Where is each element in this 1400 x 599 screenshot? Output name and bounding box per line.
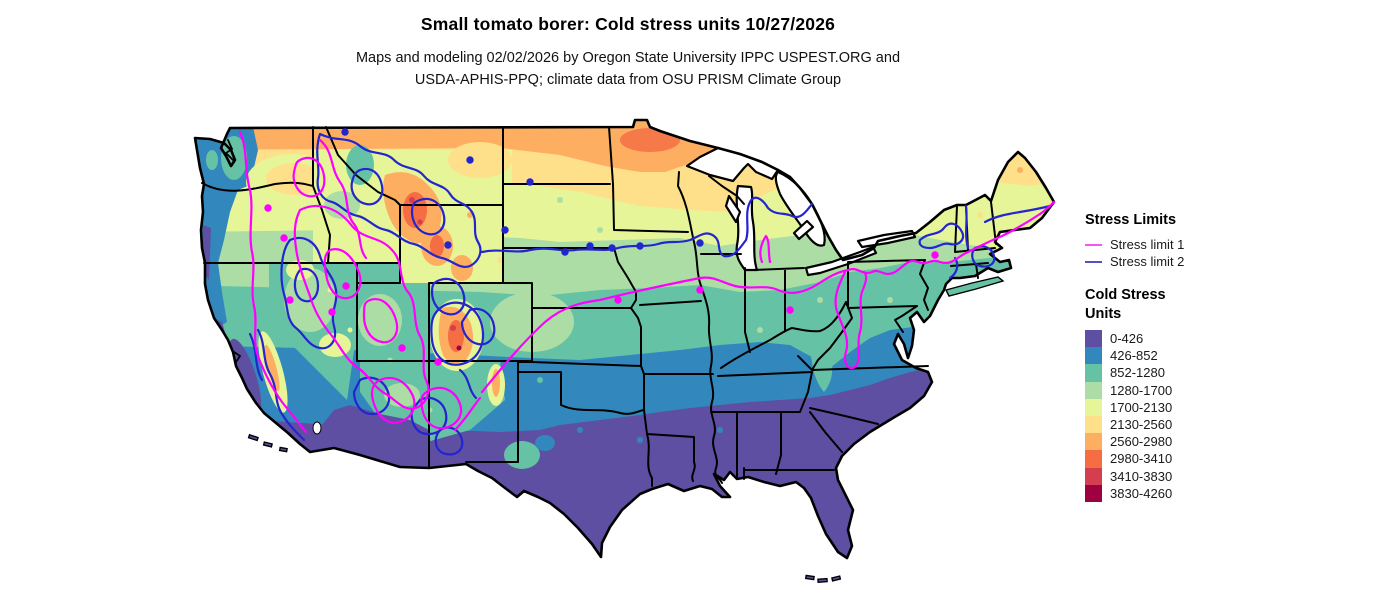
cold-stress-bin-swatch (1085, 415, 1102, 434)
cold-stress-bin-swatch (1085, 330, 1102, 348)
saginaw-bay (792, 219, 815, 241)
map-header: Small tomato borer: Cold stress units 10… (0, 14, 1256, 91)
florida-key (804, 574, 815, 581)
cold-stress-bin-label: 1700-2130 (1110, 399, 1173, 415)
us-outline (193, 118, 1056, 560)
channel-island (247, 433, 259, 442)
stress-limit-line-swatch (1085, 243, 1102, 246)
cold-stress-bin-row: 3410-3830 (1085, 467, 1335, 485)
cold-stress-bin-row: 1700-2130 (1085, 398, 1335, 416)
puget-sound (224, 139, 235, 162)
stress-limit-row: Stress limit 2 (1085, 253, 1335, 270)
coastal-details (224, 139, 242, 363)
cold-stress-bin-label: 852-1280 (1110, 365, 1165, 381)
cold-stress-bin-label: 3410-3830 (1110, 468, 1173, 484)
long-island (944, 276, 1005, 297)
cold-stress-bin-swatch (1085, 398, 1102, 416)
stress-limits-heading: Stress Limits (1085, 212, 1177, 228)
cold-stress-bin-swatch (1085, 364, 1102, 382)
cold-stress-bin-label: 1280-1700 (1110, 382, 1173, 398)
state-borders (201, 126, 997, 487)
cold-stress-bin-row: 2130-2560 (1085, 415, 1335, 434)
cold-stress-bin-row: 2560-2980 (1085, 433, 1335, 451)
page-subtitle: Maps and modeling 02/02/2026 by Oregon S… (0, 47, 1256, 91)
map-legend: Stress Limits Stress limit 1 Stress limit… (1085, 212, 1335, 502)
cold-stress-bin-label: 0-426 (1110, 331, 1144, 347)
green-bay (724, 194, 742, 224)
stress-limit-row: Stress limit 1 (1085, 236, 1335, 253)
stress-limit-entries: Stress limit 1 Stress limit 2 (1085, 236, 1335, 270)
cold-stress-bin-row: 1280-1700 (1085, 381, 1335, 399)
cold-stress-bin-row: 3830-4260 (1085, 484, 1335, 502)
cold-stress-bin-label: 2560-2980 (1110, 434, 1173, 450)
cold-stress-bin-row: 2980-3410 (1085, 450, 1335, 468)
cold-stress-bin-label: 2130-2560 (1110, 417, 1173, 433)
cold-stress-bin-entries: 0-426 426-852 852-1280 1280-1700 1700-2130 21… (1085, 330, 1335, 502)
channel-island (262, 441, 273, 448)
cold-stress-heading: Cold Stress Units (1085, 287, 1166, 322)
stress-limit-label: Stress limit 1 (1110, 237, 1185, 252)
cold-stress-bin-row: 426-852 (1085, 347, 1335, 365)
cold-stress-bin-swatch (1085, 467, 1102, 485)
stress-limit-1-contour (238, 130, 1056, 434)
cold-stress-bin-swatch (1085, 433, 1102, 451)
cold-stress-bin-row: 0-426 (1085, 330, 1335, 348)
florida-key (831, 575, 842, 582)
islands (247, 276, 1005, 584)
cold-stress-bin-label: 2980-3410 (1110, 451, 1173, 467)
stress-limit-label: Stress limit 2 (1110, 254, 1185, 269)
cold-stress-bin-label: 426-852 (1110, 348, 1158, 364)
stress-limit-line-swatch (1085, 260, 1102, 263)
cold-stress-bin-label: 3830-4260 (1110, 485, 1173, 501)
cold-stress-bin-swatch (1085, 381, 1102, 399)
florida-key (817, 577, 828, 584)
salton-sea (312, 421, 322, 435)
page-title: Small tomato borer: Cold stress units 10… (420, 14, 836, 34)
cold-stress-bin-swatch (1085, 450, 1102, 468)
subtitle-line-1: Maps and modeling 02/02/2026 by Oregon S… (355, 50, 901, 66)
sf-bay (233, 351, 242, 363)
cold-stress-bin-swatch (1085, 347, 1102, 365)
stress-limit-2-contour (248, 128, 1052, 456)
subtitle-line-2: USDA-APHIS-PPQ; climate data from OSU PR… (414, 72, 842, 88)
cold-stress-bin-row: 852-1280 (1085, 364, 1335, 382)
cold-stress-bin-swatch (1085, 484, 1102, 502)
channel-island (278, 446, 288, 453)
